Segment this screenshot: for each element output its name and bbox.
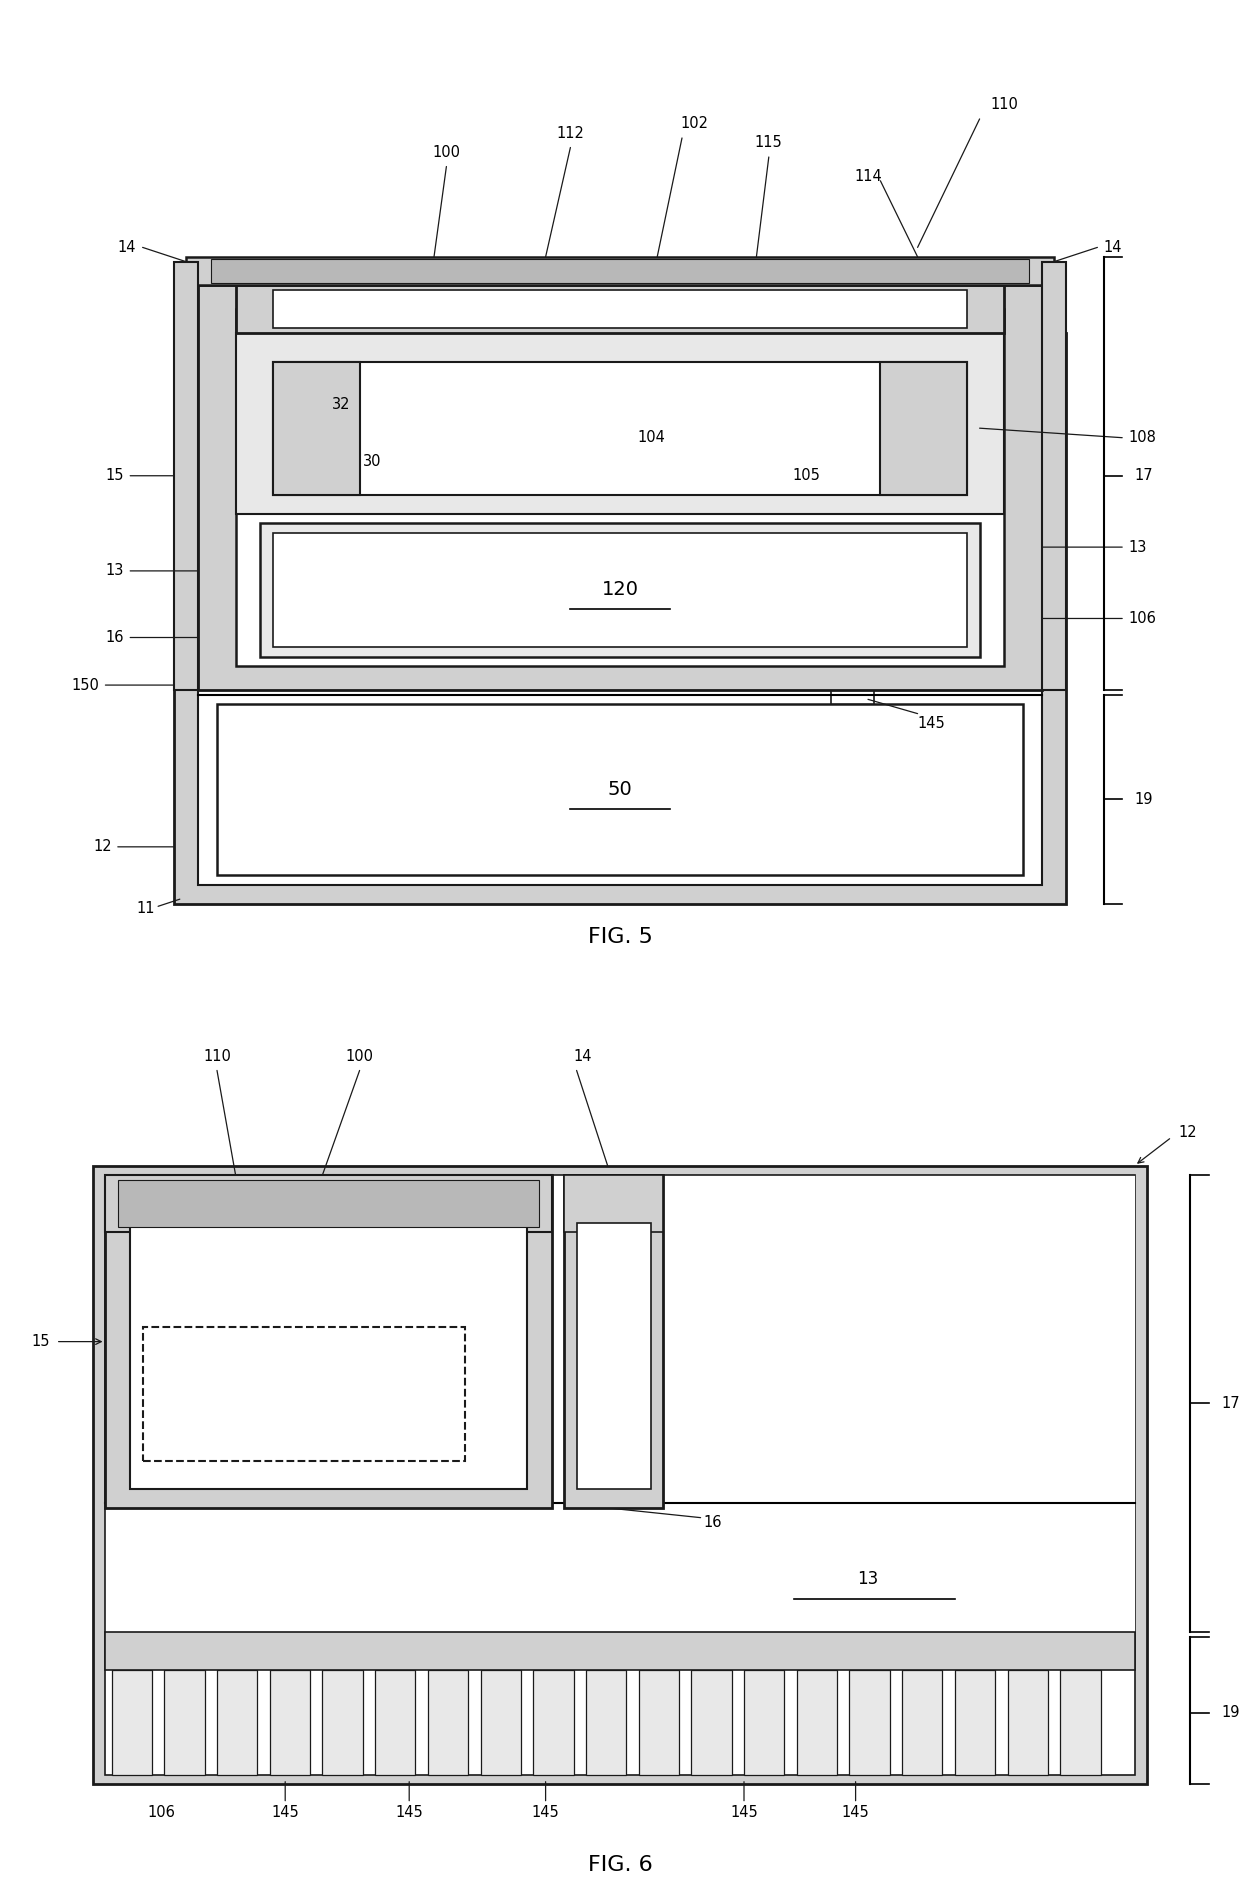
Bar	[186, 257, 1054, 285]
Bar	[692, 1671, 732, 1774]
Text: 14: 14	[1104, 240, 1122, 255]
Bar	[533, 1671, 573, 1774]
Bar	[236, 308, 1004, 666]
Bar	[130, 1224, 527, 1488]
Text: 145: 145	[730, 1806, 758, 1819]
Text: 19: 19	[1135, 792, 1153, 807]
Bar	[903, 1671, 942, 1774]
Text: 106: 106	[1128, 611, 1156, 626]
Bar	[564, 1174, 663, 1233]
Bar	[174, 263, 198, 691]
Text: 16: 16	[704, 1515, 722, 1530]
Bar	[322, 1671, 363, 1774]
Bar	[481, 1671, 521, 1774]
Text: 115: 115	[755, 135, 782, 150]
Text: 50: 50	[608, 780, 632, 799]
Bar	[105, 1174, 1135, 1633]
Bar	[577, 1224, 651, 1488]
Bar	[198, 285, 1042, 691]
Text: 105: 105	[792, 468, 820, 483]
Bar	[105, 1174, 552, 1233]
Bar	[236, 333, 1004, 514]
Text: 150: 150	[72, 677, 99, 693]
Text: 108: 108	[311, 1262, 346, 1279]
Bar	[93, 1165, 1147, 1785]
Bar	[174, 333, 1066, 904]
Text: 15: 15	[105, 468, 124, 483]
Bar	[639, 1671, 680, 1774]
Text: 106: 106	[148, 1806, 175, 1819]
Text: 12: 12	[1178, 1125, 1197, 1140]
Bar	[112, 1671, 151, 1774]
Text: 13: 13	[604, 1311, 624, 1324]
Bar	[105, 1633, 1135, 1671]
Text: 120: 120	[286, 1385, 321, 1403]
Text: 30: 30	[363, 455, 381, 468]
Text: 120: 120	[601, 580, 639, 599]
Bar	[585, 1671, 626, 1774]
Bar	[955, 1671, 994, 1774]
Text: FIG. 5: FIG. 5	[588, 927, 652, 948]
Bar	[273, 362, 967, 495]
Text: 145: 145	[272, 1806, 299, 1819]
Bar	[211, 259, 1029, 284]
Text: 12: 12	[93, 839, 112, 854]
Bar	[797, 1671, 837, 1774]
Text: 145: 145	[396, 1806, 423, 1819]
Text: 114: 114	[854, 169, 882, 183]
Text: 13: 13	[1128, 540, 1147, 554]
Bar	[273, 289, 967, 327]
Bar	[564, 1174, 663, 1507]
Text: 17: 17	[1135, 468, 1153, 483]
Bar	[270, 1671, 310, 1774]
Bar	[143, 1328, 465, 1462]
Text: 14: 14	[574, 1049, 591, 1064]
Bar	[236, 285, 1004, 333]
Bar	[374, 1671, 415, 1774]
Text: 145: 145	[842, 1806, 869, 1819]
Bar	[217, 1671, 258, 1774]
Text: 112: 112	[557, 126, 584, 141]
Bar	[1060, 1671, 1101, 1774]
Bar	[849, 1671, 889, 1774]
Text: 13: 13	[105, 563, 124, 579]
Text: 102: 102	[681, 116, 708, 131]
Text: FIG. 6: FIG. 6	[588, 1855, 652, 1874]
Bar	[217, 704, 1023, 875]
Text: 16: 16	[105, 630, 124, 645]
Bar	[428, 1671, 469, 1774]
Text: 145: 145	[918, 716, 945, 731]
Text: 15: 15	[31, 1334, 50, 1349]
Text: 14: 14	[118, 240, 136, 255]
Bar	[1042, 263, 1066, 691]
Bar	[880, 362, 967, 495]
Text: 19: 19	[1221, 1705, 1240, 1720]
Bar	[831, 670, 874, 704]
Text: 145: 145	[532, 1806, 559, 1819]
Text: 100: 100	[346, 1049, 373, 1064]
Text: 110: 110	[991, 97, 1018, 112]
Text: 108: 108	[1128, 430, 1156, 445]
Bar	[744, 1671, 784, 1774]
Text: 110: 110	[203, 1049, 231, 1064]
Bar	[118, 1180, 539, 1227]
Bar	[105, 1174, 552, 1507]
Bar	[1007, 1671, 1048, 1774]
Text: 102: 102	[605, 1239, 635, 1254]
Bar	[198, 352, 1042, 885]
Text: 32: 32	[332, 398, 350, 411]
Text: 11: 11	[136, 902, 155, 915]
Bar	[273, 533, 967, 647]
Text: 104: 104	[637, 430, 665, 445]
Text: 17: 17	[1221, 1397, 1240, 1410]
Bar	[260, 523, 980, 657]
Bar	[164, 1671, 205, 1774]
Text: 13: 13	[857, 1570, 879, 1589]
Text: 100: 100	[433, 145, 460, 160]
Bar	[105, 1174, 1135, 1774]
Bar	[273, 362, 360, 495]
